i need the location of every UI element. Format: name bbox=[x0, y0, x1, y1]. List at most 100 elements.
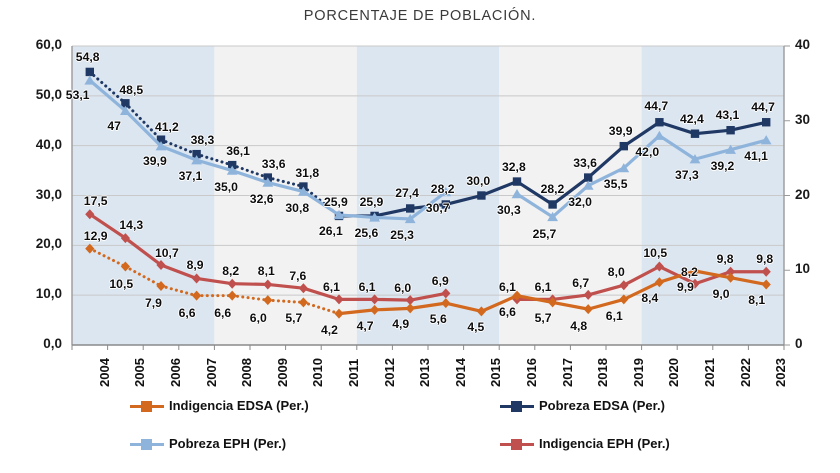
data-label: 32,8 bbox=[502, 159, 526, 174]
x-axis-tick-2011: 2011 bbox=[346, 358, 361, 387]
data-label: 37,3 bbox=[675, 168, 699, 183]
legend-item[interactable]: Pobreza EDSA (Per.) bbox=[500, 398, 665, 413]
data-label: 5,7 bbox=[534, 311, 552, 326]
data-label: 8,2 bbox=[681, 264, 698, 279]
data-label: 33,6 bbox=[573, 155, 597, 170]
data-label: 9,9 bbox=[677, 279, 694, 294]
legend-label: Indigencia EPH (Per.) bbox=[539, 436, 670, 451]
data-label: 37,1 bbox=[178, 169, 203, 184]
y-axis-left-tick: 60,0 bbox=[35, 37, 62, 52]
x-axis-tick-2010: 2010 bbox=[310, 358, 326, 387]
data-label: 10,5 bbox=[109, 276, 134, 291]
legend-swatch-icon bbox=[130, 437, 164, 451]
x-axis-tick-2005: 2005 bbox=[132, 358, 148, 387]
data-label: 33,6 bbox=[261, 156, 286, 171]
data-label: 30,3 bbox=[497, 203, 521, 217]
data-label: 4,9 bbox=[392, 317, 410, 332]
x-axis-tick-2023: 2023 bbox=[773, 358, 789, 387]
data-label: 4,8 bbox=[570, 319, 588, 334]
legend-item[interactable]: Pobreza EPH (Per.) bbox=[130, 436, 286, 451]
data-label: 8,1 bbox=[257, 264, 275, 279]
data-label: 4,2 bbox=[321, 322, 338, 337]
legend-swatch-icon bbox=[130, 399, 164, 413]
data-label: 32,6 bbox=[249, 191, 274, 206]
data-label: 30,7 bbox=[425, 201, 450, 215]
data-label: 54,8 bbox=[75, 49, 100, 64]
data-label: 9,0 bbox=[712, 286, 730, 301]
x-axis-tick-2007: 2007 bbox=[203, 358, 219, 387]
legend-label: Pobreza EDSA (Per.) bbox=[539, 398, 665, 413]
legend-item[interactable]: Indigencia EDSA (Per.) bbox=[130, 398, 309, 413]
y-axis-right-tick: 10 bbox=[795, 261, 811, 277]
data-label: 9,8 bbox=[756, 251, 774, 266]
data-label: 8,4 bbox=[641, 291, 659, 306]
data-label: 36,1 bbox=[226, 144, 250, 159]
data-label: 25,3 bbox=[390, 227, 414, 242]
data-label: 25,6 bbox=[354, 226, 379, 241]
x-axis-tick-2012: 2012 bbox=[381, 358, 397, 387]
data-label: 30,0 bbox=[466, 173, 491, 188]
data-label: 35,5 bbox=[603, 177, 628, 192]
data-label: 25,9 bbox=[324, 194, 348, 209]
data-label: 27,4 bbox=[395, 186, 419, 201]
data-label: 17,5 bbox=[83, 194, 108, 209]
x-axis-tick-2008: 2008 bbox=[239, 358, 255, 387]
data-label: 4,5 bbox=[467, 320, 485, 335]
data-label: 12,9 bbox=[83, 228, 108, 243]
data-label: 25,7 bbox=[532, 226, 557, 241]
data-label: 10,5 bbox=[643, 245, 668, 260]
data-label: 31,8 bbox=[295, 165, 320, 180]
x-axis-tick-2009: 2009 bbox=[274, 358, 290, 387]
y-axis-left-tick: 50,0 bbox=[35, 86, 62, 102]
x-axis-tick-2021: 2021 bbox=[702, 358, 717, 387]
data-label: 14,3 bbox=[119, 218, 144, 233]
chart-legend: Indigencia EDSA (Per.) Pobreza EDSA (Per.… bbox=[0, 392, 840, 473]
x-axis-tick-2020: 2020 bbox=[666, 358, 682, 387]
y-axis-left-tick: 30,0 bbox=[35, 186, 62, 202]
data-label: 42,4 bbox=[680, 111, 704, 126]
data-label: 6,6 bbox=[178, 305, 196, 320]
x-axis-tick-2018: 2018 bbox=[595, 358, 611, 387]
data-label: 6,6 bbox=[499, 304, 516, 319]
y-axis-left-tick: 0,0 bbox=[43, 336, 62, 351]
legend-swatch-icon bbox=[500, 437, 534, 451]
data-label: 6,6 bbox=[214, 305, 232, 320]
data-label: 6,9 bbox=[431, 274, 449, 289]
y-axis-right-tick: 20 bbox=[795, 186, 811, 202]
data-label: 6,0 bbox=[394, 281, 412, 296]
data-label: 6,1 bbox=[534, 280, 552, 295]
data-label: 6,1 bbox=[499, 280, 516, 295]
data-label: 39,9 bbox=[143, 154, 167, 169]
data-label: 39,9 bbox=[608, 124, 633, 139]
y-axis-left-tick: 20,0 bbox=[35, 236, 62, 252]
data-label: 53,1 bbox=[65, 88, 90, 103]
data-label: 47 bbox=[107, 118, 121, 133]
data-label: 6,1 bbox=[358, 280, 376, 295]
data-label: 44,7 bbox=[751, 100, 775, 115]
x-axis-tick-2014: 2014 bbox=[452, 358, 468, 387]
data-label: 25,9 bbox=[359, 194, 384, 209]
data-label: 35,0 bbox=[214, 179, 238, 194]
data-label: 26,1 bbox=[319, 223, 343, 238]
legend-item[interactable]: Indigencia EPH (Per.) bbox=[500, 436, 670, 451]
x-axis-tick-2022: 2022 bbox=[737, 358, 753, 387]
x-axis-tick-2015: 2015 bbox=[488, 358, 504, 387]
data-label: 5,7 bbox=[285, 311, 303, 326]
data-label: 28,2 bbox=[430, 182, 455, 197]
data-label: 6,1 bbox=[323, 280, 340, 295]
data-label: 42,0 bbox=[635, 144, 660, 159]
x-axis-tick-2017: 2017 bbox=[559, 358, 575, 387]
x-axis-tick-2013: 2013 bbox=[417, 358, 433, 387]
data-label: 41,1 bbox=[744, 149, 768, 164]
data-label: 10,7 bbox=[155, 246, 179, 261]
data-label: 8,9 bbox=[186, 258, 204, 273]
x-axis-tick-2019: 2019 bbox=[630, 358, 646, 387]
data-label: 6,7 bbox=[572, 275, 590, 290]
data-label: 39,2 bbox=[710, 158, 735, 173]
chart-title: PORCENTAJE DE POBLACIÓN. bbox=[303, 8, 537, 24]
data-label: 8,2 bbox=[222, 263, 240, 278]
data-label: 4,7 bbox=[356, 318, 374, 333]
y-axis-right-tick: 30 bbox=[795, 111, 811, 127]
